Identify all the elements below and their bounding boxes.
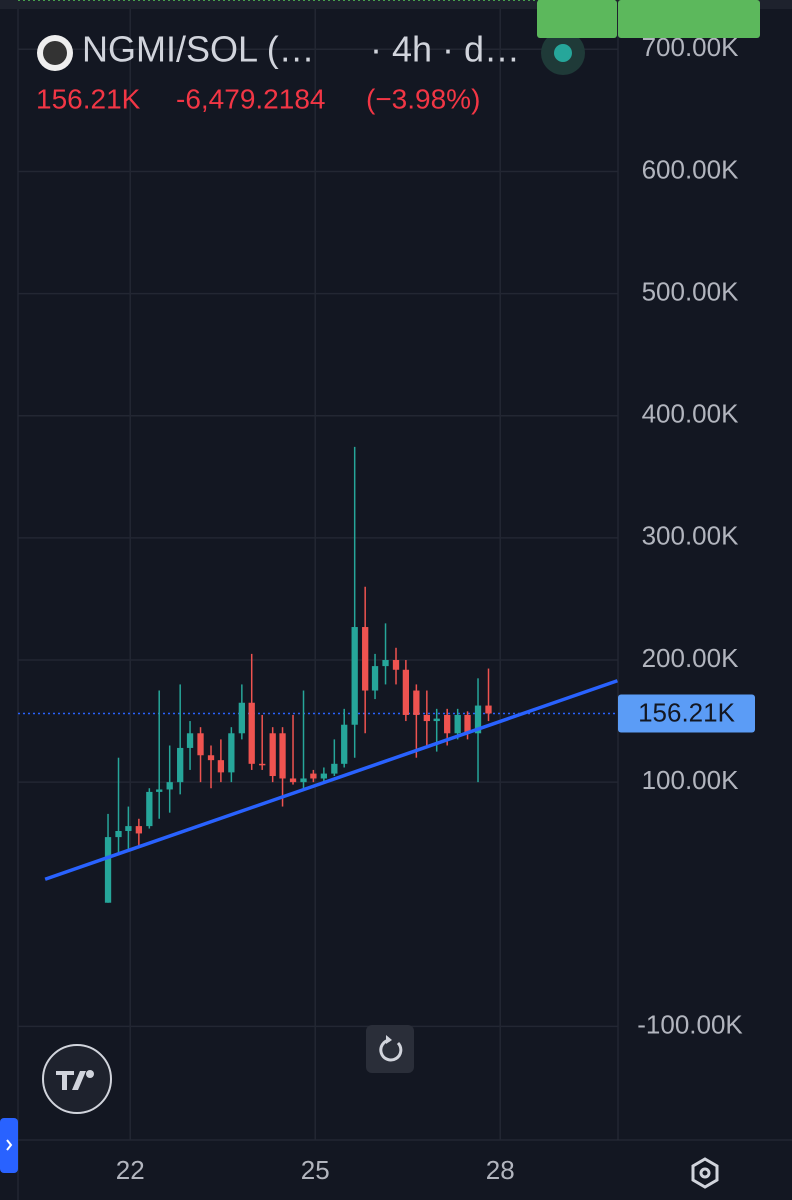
logo-mark bbox=[56, 1071, 86, 1090]
candle-body bbox=[310, 773, 317, 779]
trendline bbox=[44, 679, 618, 881]
candle-body bbox=[166, 782, 173, 790]
settings-icon-center bbox=[699, 1167, 711, 1179]
last-price-text: 156.21K bbox=[638, 697, 736, 727]
candle-body bbox=[156, 789, 163, 792]
status-dot bbox=[554, 44, 572, 62]
candle-body bbox=[423, 714, 430, 722]
candle-body bbox=[474, 705, 482, 734]
candle-body bbox=[197, 733, 204, 756]
y-tick-label: 400.00K bbox=[642, 399, 740, 429]
y-tick-label: 600.00K bbox=[642, 154, 740, 184]
candle-body bbox=[341, 724, 348, 764]
symbol: NGMI/SOL (… bbox=[82, 29, 315, 70]
reset-button[interactable] bbox=[366, 1025, 414, 1073]
candle-body bbox=[248, 702, 255, 764]
symbol-icon-face bbox=[43, 41, 67, 65]
candle-body bbox=[289, 778, 297, 783]
y-tick-label: 200.00K bbox=[642, 643, 740, 673]
x-tick-label: 25 bbox=[301, 1155, 330, 1185]
candle-body bbox=[402, 669, 410, 715]
candle-body bbox=[104, 837, 112, 903]
reset-arrow bbox=[386, 1035, 392, 1044]
change-pct: (−3.98%) bbox=[366, 83, 480, 114]
candle-body bbox=[382, 659, 389, 667]
candle-body bbox=[177, 747, 184, 783]
candle-body bbox=[125, 826, 132, 831]
candle-body bbox=[331, 763, 338, 774]
candle-body bbox=[351, 627, 358, 725]
side-tab[interactable] bbox=[0, 1118, 18, 1173]
candle-body bbox=[433, 718, 440, 722]
settings-icon[interactable] bbox=[691, 1157, 719, 1189]
candle-body bbox=[115, 830, 122, 838]
candle-body bbox=[320, 773, 328, 779]
candle-body bbox=[413, 690, 420, 715]
last-price: 156.21K bbox=[36, 83, 141, 114]
candle-body bbox=[392, 659, 400, 670]
low-value-box bbox=[620, 0, 760, 38]
y-tick-label: 300.00K bbox=[642, 521, 740, 551]
candle-body bbox=[454, 714, 461, 734]
candle-body bbox=[186, 733, 194, 748]
candle-body bbox=[362, 627, 369, 691]
candle-body bbox=[135, 826, 143, 834]
reset-icon bbox=[379, 1038, 403, 1062]
candle-body bbox=[279, 733, 286, 779]
y-tick-label: -100.00K bbox=[637, 1009, 743, 1039]
y-tick-label: 500.00K bbox=[642, 276, 740, 306]
candle-body bbox=[207, 755, 215, 761]
candle-body bbox=[371, 666, 379, 691]
logo-dot bbox=[86, 1070, 94, 1078]
low-name-box bbox=[541, 0, 617, 38]
candle-body bbox=[228, 733, 235, 773]
last-price-box bbox=[618, 694, 755, 733]
candle-body bbox=[259, 763, 266, 766]
candle-body bbox=[464, 714, 471, 734]
change: -6,479.2184 bbox=[176, 83, 325, 114]
x-tick-label: 28 bbox=[486, 1155, 515, 1185]
side-tab-arrow bbox=[6, 1139, 13, 1151]
interval: · 4h · d… bbox=[370, 29, 520, 70]
candle-body bbox=[300, 778, 307, 783]
candle-body bbox=[444, 714, 451, 734]
candle-body bbox=[146, 791, 153, 827]
x-tick-label: 22 bbox=[116, 1155, 145, 1185]
candle-body bbox=[238, 702, 245, 734]
candle-body bbox=[485, 705, 492, 714]
top-bar bbox=[0, 0, 792, 9]
candle-body bbox=[269, 733, 276, 777]
y-tick-label: 100.00K bbox=[642, 765, 740, 795]
candle-body bbox=[217, 760, 225, 773]
